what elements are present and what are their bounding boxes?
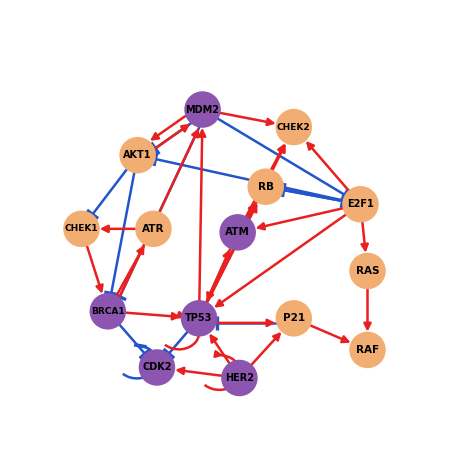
Circle shape <box>90 293 126 329</box>
Circle shape <box>181 300 217 337</box>
Text: TP53: TP53 <box>185 313 213 323</box>
Text: E2F1: E2F1 <box>347 199 374 210</box>
Circle shape <box>349 253 386 289</box>
Circle shape <box>63 210 100 247</box>
Text: MDM2: MDM2 <box>185 105 219 115</box>
Text: BRCA1: BRCA1 <box>91 307 125 316</box>
Circle shape <box>135 210 172 247</box>
Text: RAF: RAF <box>356 345 379 355</box>
Text: RAS: RAS <box>356 266 379 276</box>
Text: CDK2: CDK2 <box>142 363 172 373</box>
Circle shape <box>119 137 156 173</box>
Circle shape <box>247 168 284 205</box>
Text: ATM: ATM <box>225 228 250 237</box>
Circle shape <box>219 214 256 251</box>
Circle shape <box>349 332 386 368</box>
Text: HER2: HER2 <box>225 373 254 383</box>
Circle shape <box>184 91 221 128</box>
Text: AKT1: AKT1 <box>123 150 152 160</box>
Circle shape <box>275 109 312 146</box>
Text: CHEK1: CHEK1 <box>64 224 98 233</box>
Circle shape <box>139 349 175 386</box>
Text: RB: RB <box>258 182 274 191</box>
Text: CHEK2: CHEK2 <box>277 123 310 132</box>
Circle shape <box>275 300 312 337</box>
Text: P21: P21 <box>283 313 305 323</box>
Circle shape <box>342 186 379 222</box>
Circle shape <box>221 360 258 396</box>
Text: ATR: ATR <box>142 224 164 234</box>
